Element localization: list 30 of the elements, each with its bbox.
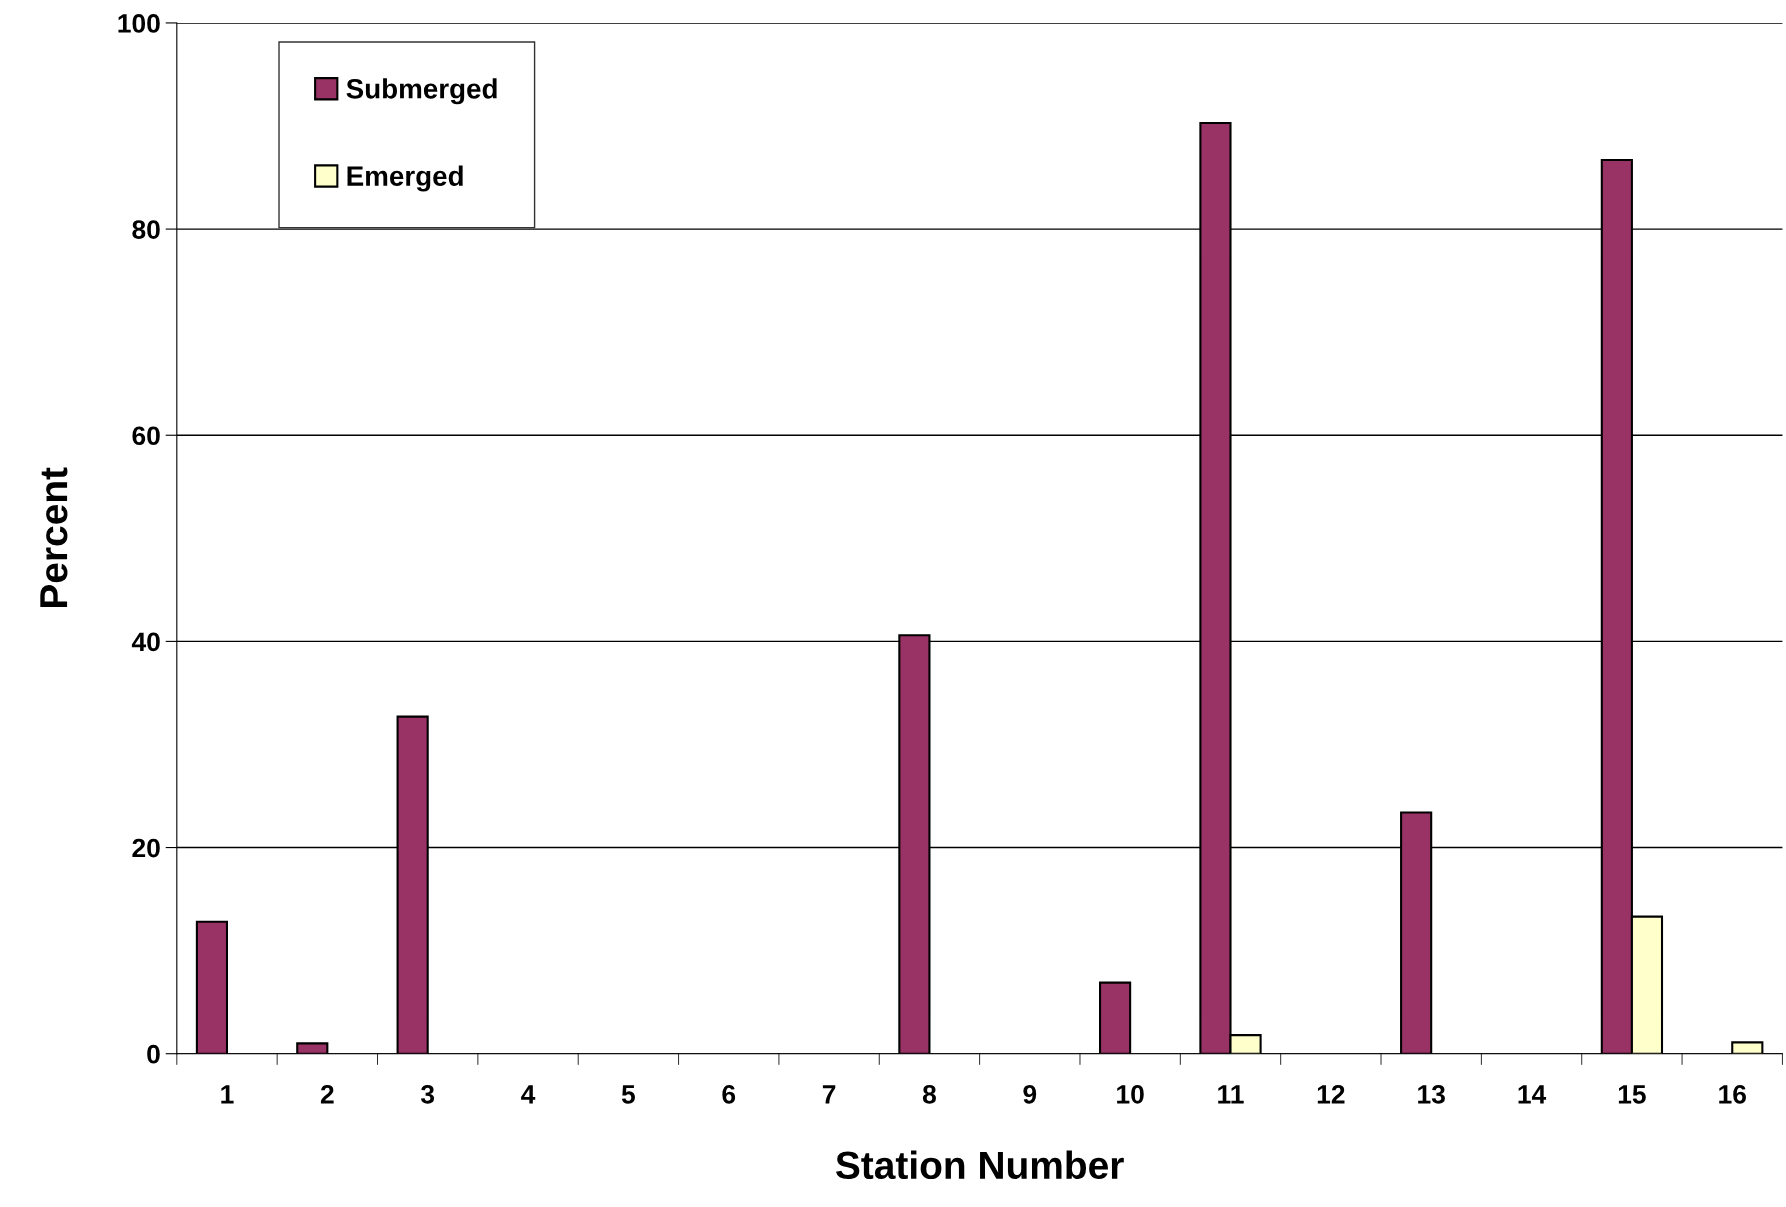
x-tick-label: 16 [1719,1084,1746,1104]
x-tick-label: 12 [1317,1084,1345,1104]
x-tick-label: 3 [420,1084,435,1104]
x-tick-label: 6 [722,1084,736,1104]
y-tick-label: 60 [132,426,160,446]
bar [296,1042,329,1054]
y-tick-label: 80 [132,220,160,239]
y-tick-label: 0 [147,1044,160,1064]
bar [1099,981,1132,1054]
y-tick-label: 100 [118,14,160,33]
bar [195,920,229,1054]
legend-label: Emerged [347,165,463,192]
x-tick-label: 14 [1518,1085,1547,1104]
y-tick-label: 20 [132,838,160,858]
x-tick-label: 10 [1117,1084,1144,1104]
x-tick-label: 4 [521,1085,536,1104]
bar [1731,1041,1764,1054]
x-tick-label: 11 [1218,1085,1244,1104]
x-tick-label: 13 [1418,1084,1445,1104]
x-tick-label: 1 [221,1085,234,1104]
x-axis-title: Station Number [835,1150,1124,1180]
y-tick-label: 40 [131,632,160,652]
legend-label: Submerged [346,78,497,105]
x-tick-label: 15 [1618,1085,1646,1104]
x-tick-label: 7 [822,1085,836,1104]
x-tick-label: 5 [621,1085,635,1104]
x-tick-label: 9 [1023,1084,1037,1104]
x-tick-label: 2 [320,1084,334,1104]
x-tick-label: 8 [922,1084,936,1104]
y-axis-title: Percent [40,467,68,608]
